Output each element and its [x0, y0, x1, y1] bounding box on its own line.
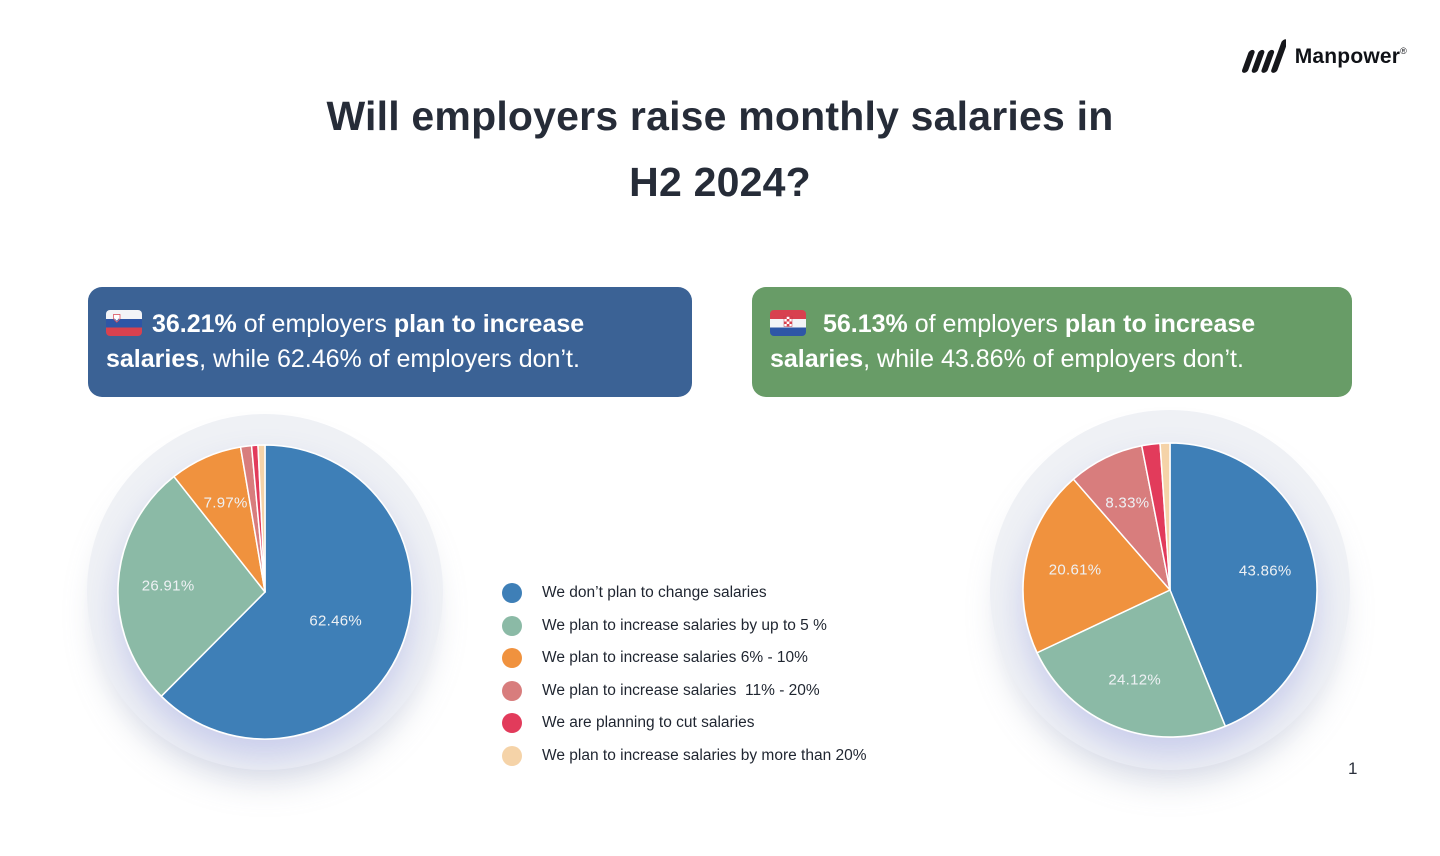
- banner-text: , while 43.86% of employers don’t.: [863, 345, 1244, 373]
- legend-dot: [502, 583, 522, 603]
- croatia-banner-text: 56.13% of employers plan to increase sal…: [770, 307, 1334, 378]
- slovenia-pie-chart: 62.46% 26.91% 7.97%: [117, 444, 413, 740]
- pie-slice: [1036, 589, 1227, 738]
- pie-slice: [1159, 442, 1171, 591]
- pie-slice: [117, 475, 266, 697]
- legend-item-label: We plan to increase salaries by up to 5 …: [542, 616, 827, 634]
- legend-dot: [502, 680, 522, 701]
- legend-dot: [502, 648, 522, 669]
- legend-item-label: We plan to increase salaries 6% - 10%: [542, 649, 808, 667]
- banner-text: , while 62.46% of employers don’t.: [199, 345, 580, 373]
- pie-slice-label: 20.61%: [1048, 561, 1102, 579]
- page-title-line1: Will employers raise monthly salaries in: [326, 93, 1114, 139]
- legend-dot: [502, 713, 522, 734]
- legend-item-label: We don’t plan to change salaries: [542, 584, 767, 601]
- legend-item: We plan to increase salaries 6% - 10%: [502, 648, 867, 669]
- pie-slice-label: 24.12%: [1108, 671, 1162, 689]
- croatia-banner: 56.13% of employers plan to increase sal…: [752, 287, 1352, 397]
- pie-slice-label: 43.86%: [1238, 562, 1292, 580]
- croatia-increase-percent: 56.13%: [823, 309, 908, 338]
- legend-dot: [502, 745, 522, 766]
- manpower-logo-text: Manpower®: [1294, 45, 1407, 68]
- legend-item: We don’t plan to change salaries: [502, 583, 867, 603]
- legend-item-label: We are planning to cut salaries: [542, 714, 755, 732]
- pie-slice-label: 62.46%: [309, 612, 362, 630]
- page-number: 1: [1348, 759, 1358, 778]
- pie-slice-label: 8.33%: [1105, 494, 1150, 512]
- page-title: Will employers raise monthly salaries in…: [0, 84, 1440, 215]
- pie-slice-label: 7.97%: [203, 494, 248, 512]
- croatia-pie-chart-background: 43.86% 24.12% 20.61% 8.33%: [990, 410, 1350, 770]
- slovenia-banner: 36.21% of employers plan to increase sal…: [88, 287, 692, 397]
- legend-item-label: We plan to increase salaries 11% - 20%: [542, 681, 820, 699]
- pie-slice: [257, 444, 266, 593]
- slovenia-flag-icon: [106, 309, 142, 336]
- pie-slice-label: 26.91%: [141, 577, 195, 595]
- pie-slice: [1022, 478, 1171, 654]
- banner-text: of employers: [907, 309, 1065, 338]
- croatia-flag-icon: [770, 309, 806, 336]
- pie-slice: [1169, 442, 1318, 727]
- croatia-pie-chart: 43.86% 24.12% 20.61% 8.33%: [1022, 442, 1318, 738]
- legend-item: We plan to increase salaries by more tha…: [502, 745, 867, 766]
- banner-text: of employers: [236, 309, 394, 338]
- slovenia-pie-chart-background: 62.46% 26.91% 7.97%: [87, 414, 443, 770]
- manpower-logo: Manpower®: [1240, 38, 1407, 76]
- pie-slice: [160, 444, 413, 740]
- manpower-logo-icon: [1240, 38, 1288, 76]
- legend-item-label: We plan to increase salaries by more tha…: [542, 746, 867, 764]
- legend-item: We plan to increase salaries 11% - 20%: [502, 680, 867, 701]
- banner-bold-phrase: plan to increase salaries: [770, 309, 1256, 374]
- legend-item: We plan to increase salaries by up to 5 …: [502, 615, 867, 636]
- slovenia-increase-percent: 36.21%: [152, 309, 237, 338]
- banner-bold-phrase: plan to increase salaries: [106, 309, 585, 374]
- slovenia-banner-text: 36.21% of employers plan to increase sal…: [106, 307, 674, 378]
- legend: We don’t plan to change salaries We plan …: [502, 583, 867, 779]
- page-title-line2: H2 2024?: [629, 158, 811, 205]
- legend-dot: [502, 615, 522, 636]
- registered-mark: ®: [1400, 46, 1407, 56]
- legend-item: We are planning to cut salaries: [502, 713, 867, 734]
